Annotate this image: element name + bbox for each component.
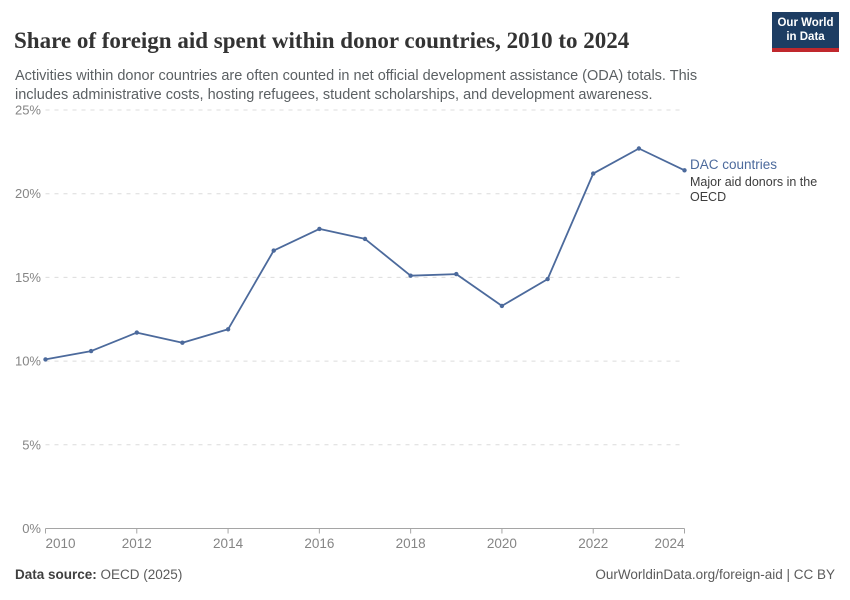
x-axis-tick-label: 2018 [396, 536, 426, 551]
chart-footer: Data source: OECD (2025) OurWorldinData.… [15, 567, 835, 582]
owid-logo-line1: Our World [777, 17, 834, 29]
data-point-marker [180, 340, 185, 345]
y-axis-tick-label: 25% [15, 103, 41, 118]
data-point-marker [545, 276, 550, 282]
page-title: Share of foreign aid spent within donor … [14, 28, 630, 54]
x-axis-tick-label: 2020 [487, 536, 517, 551]
y-axis-tick-label: 20% [15, 186, 41, 201]
chart-subtitle: Activities within donor countries are of… [15, 67, 698, 104]
data-point-marker [134, 330, 139, 335]
data-source-value: OECD (2025) [96, 567, 183, 582]
series-label-block: DAC countries Major aid donors in the OE… [690, 157, 824, 204]
y-axis-tick-label: 15% [15, 270, 41, 285]
data-point-marker [682, 168, 687, 173]
data-point-marker [271, 248, 276, 253]
x-axis-tick-label: 2014 [213, 536, 244, 551]
data-point-marker [362, 236, 368, 242]
data-point-marker [317, 226, 322, 232]
x-axis-tick-label: 2012 [122, 536, 152, 551]
data-source-label: Data source: [15, 567, 97, 582]
data-point-marker [591, 171, 596, 176]
y-axis-tick-label: 5% [22, 437, 41, 452]
data-point-marker [43, 357, 48, 362]
data-point-marker [408, 273, 413, 278]
x-axis-tick-label: 2022 [578, 536, 608, 551]
series-line [44, 147, 686, 361]
series-annotation: Major aid donors in the OECD [690, 175, 818, 204]
x-axis-tick-label: 2024 [654, 536, 685, 551]
data-point-marker [454, 271, 459, 277]
series-name-dac-countries[interactable]: DAC countries [690, 157, 778, 172]
credit-link[interactable]: OurWorldinData.org/foreign-aid | CC BY [595, 567, 835, 582]
x-axis-tick-label: 2016 [304, 536, 334, 551]
data-source-note: Data source: OECD (2025) [15, 567, 182, 582]
owid-logo-line2: in Data [786, 30, 825, 43]
data-point-marker [499, 303, 505, 309]
owid-logo: Our World in Data [772, 12, 839, 52]
data-point-marker [88, 348, 94, 354]
data-point-marker [225, 327, 231, 332]
y-axis-tick-label: 0% [22, 521, 41, 536]
data-point-marker [636, 146, 642, 151]
y-axis-tick-label: 10% [15, 354, 41, 369]
x-axis-tick-label: 2010 [46, 536, 76, 551]
